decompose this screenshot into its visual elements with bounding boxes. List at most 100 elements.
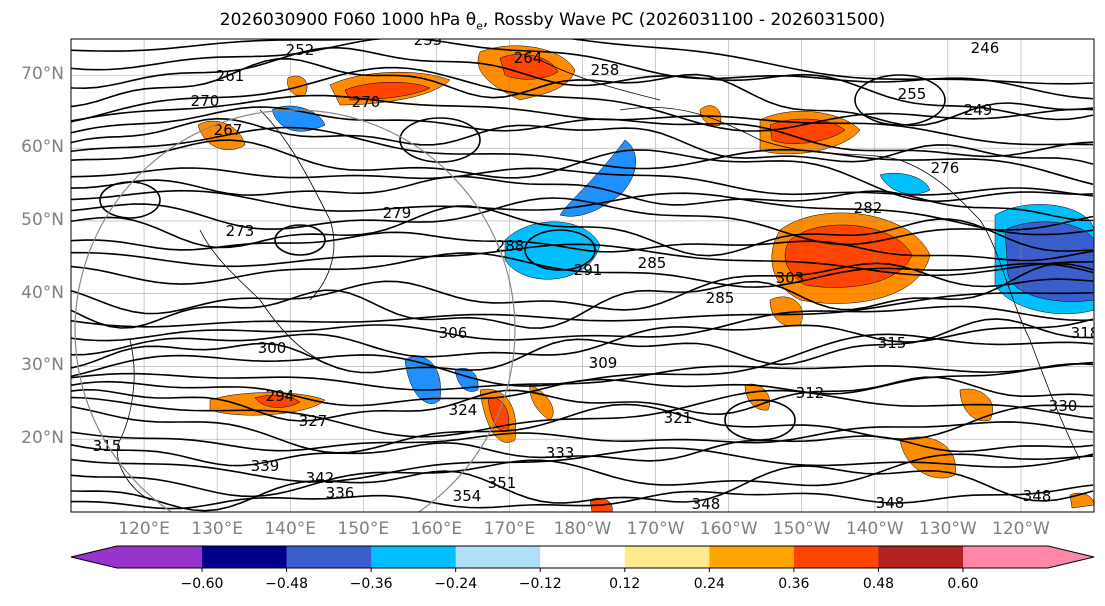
contour-line — [71, 205, 1094, 257]
contour-label: 336 — [326, 484, 355, 502]
contour-label: 315 — [93, 437, 122, 455]
contour-label: 282 — [854, 199, 883, 217]
contour-line — [71, 362, 1094, 407]
contour-label: 309 — [589, 354, 618, 372]
contour-label: 306 — [439, 324, 468, 342]
colorbar-tick-label: 0.24 — [693, 576, 725, 592]
lon-label: 140°W — [845, 519, 904, 539]
colorbar-tick-label: −0.36 — [349, 576, 393, 592]
map-border — [70, 38, 1095, 513]
contour-line — [854, 74, 946, 126]
lon-label: 160°E — [410, 519, 463, 539]
contour-line — [724, 399, 796, 441]
lon-label: 120°W — [992, 519, 1050, 539]
map-plot-area: 252 255 264 258 246 261 267 270 249 255 270 285 276 2… — [71, 31, 1100, 513]
contour-line — [71, 421, 1094, 452]
colorbar-tick-label: −0.60 — [180, 576, 224, 592]
contour-line — [71, 453, 1094, 498]
contour-label: 348 — [876, 494, 905, 512]
contour-line — [274, 224, 326, 256]
lat-label: 60°N — [21, 137, 64, 158]
contour-line — [71, 262, 1094, 329]
coastline — [259, 109, 335, 301]
contour-line — [71, 46, 1094, 121]
lon-label: 150°W — [772, 519, 831, 539]
contour-label: 315 — [878, 334, 907, 352]
contour-label: 255 — [414, 31, 443, 49]
contour-label: 246 — [971, 39, 1000, 57]
contour-line — [71, 465, 1094, 512]
map-title: 2026030900 F060 1000 hPa θe, Rossby Wave… — [219, 10, 886, 33]
lat-label: 20°N — [21, 428, 64, 449]
contour-line — [71, 66, 1094, 132]
contour-label: 273 — [226, 222, 255, 240]
contour-label: 348 — [1023, 487, 1052, 505]
contour-label: 279 — [383, 204, 412, 222]
contour-label: 270 — [352, 93, 381, 111]
contour-label: 354 — [453, 487, 482, 505]
lon-label: 160°W — [699, 519, 758, 539]
contour-label: 303 — [776, 269, 805, 287]
contour-line — [399, 117, 481, 163]
contour-line — [71, 262, 1094, 315]
contour-label: 339 — [251, 457, 280, 475]
contour-label: 291 — [574, 261, 603, 279]
contour-line — [71, 252, 1094, 288]
contour-line — [71, 318, 1094, 374]
colorbar-box — [793, 546, 879, 568]
contour-line — [71, 376, 1094, 422]
contour-line — [71, 292, 1094, 328]
lon-label: 130°E — [191, 519, 243, 539]
contour-line — [71, 389, 1094, 438]
coastline — [979, 219, 1081, 461]
anomaly-region — [1069, 492, 1094, 509]
contour-label: 261 — [216, 67, 245, 85]
contour-line — [71, 361, 1094, 391]
contour-line — [71, 175, 1094, 222]
colorbar-box — [540, 546, 626, 568]
contour-label: 276 — [931, 159, 960, 177]
anomaly-region — [499, 54, 559, 80]
colorbar-extend-max — [963, 546, 1094, 568]
lon-label: 150°E — [337, 519, 390, 539]
colorbar-box — [709, 546, 795, 568]
colorbar-extend-min — [71, 546, 202, 568]
lat-label: 40°N — [21, 282, 64, 303]
lon-label: 180°W — [553, 519, 612, 539]
contour-line — [71, 403, 1094, 454]
lat-label: 50°N — [21, 209, 64, 230]
contour-label: 321 — [664, 409, 693, 427]
contour-label: 300 — [258, 339, 287, 357]
colorbar-tick-label: −0.12 — [518, 576, 562, 592]
contour-line — [71, 167, 1094, 197]
colorbar-box — [878, 546, 964, 568]
contour-label: 342 — [306, 469, 335, 487]
colorbar-box — [286, 546, 372, 568]
contour-line — [71, 305, 1094, 342]
contour-label: 285 — [706, 289, 735, 307]
contour-label: 318 — [1071, 324, 1100, 342]
contour-label: 327 — [299, 412, 328, 430]
contour-label: 255 — [898, 85, 927, 103]
colorbar-tick-label: 0.36 — [778, 576, 810, 592]
lon-label: 130°W — [918, 519, 977, 539]
contour-line — [71, 447, 1094, 483]
contour-label: 249 — [964, 101, 993, 119]
lon-label: 170°E — [483, 519, 536, 539]
contour-label: 351 — [488, 474, 517, 492]
colorbar-box — [202, 546, 288, 568]
contour-line — [71, 243, 1094, 277]
contour-line — [71, 126, 1094, 186]
coastline — [199, 229, 321, 361]
contour-line — [71, 139, 1094, 203]
colorbar-outline — [70, 545, 1095, 569]
colorbar-box — [624, 546, 710, 568]
contour-label: 285 — [638, 254, 667, 272]
contour-line — [524, 229, 596, 271]
contour-label: 258 — [591, 61, 620, 79]
colorbar-box — [371, 546, 457, 568]
contour-label: 348 — [692, 495, 721, 513]
contour-label: 252 — [286, 41, 315, 59]
